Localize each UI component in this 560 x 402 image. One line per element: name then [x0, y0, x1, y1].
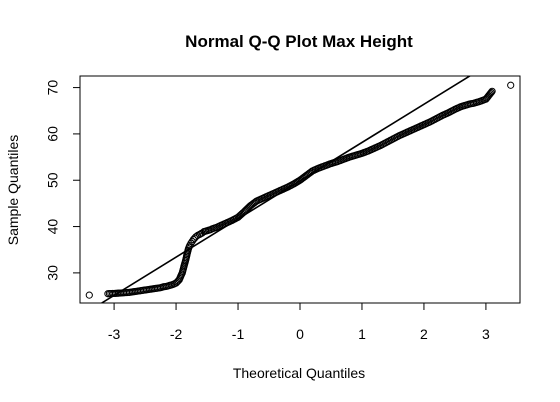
y-tick-label: 30: [45, 265, 61, 281]
x-axis: -3 -2 -1 0 1 2 3: [108, 302, 490, 342]
x-tick-label: 2: [420, 326, 428, 342]
x-tick-label: -2: [170, 326, 183, 342]
data-point: [488, 87, 496, 95]
chart-title: Normal Q-Q Plot Max Height: [185, 32, 413, 51]
plot-area: [85, 76, 515, 303]
data-point: [507, 81, 515, 89]
y-tick-label: 50: [45, 172, 61, 188]
x-tick-label: -1: [232, 326, 245, 342]
y-axis: 30 40 50 60 70: [45, 80, 81, 281]
x-tick-label: -3: [108, 326, 121, 342]
y-tick-label: 60: [45, 126, 61, 142]
x-tick-label: 1: [358, 326, 366, 342]
y-axis-label: Sample Quantiles: [5, 135, 21, 246]
data-point: [486, 89, 494, 98]
x-tick-label: 0: [296, 326, 304, 342]
y-tick-label: 40: [45, 219, 61, 235]
data-point: [187, 239, 195, 247]
y-tick-label: 70: [45, 80, 61, 96]
x-axis-label: Theoretical Quantiles: [233, 365, 365, 381]
data-point: [487, 88, 495, 97]
data-point: [85, 291, 93, 299]
x-tick-label: 3: [482, 326, 490, 342]
